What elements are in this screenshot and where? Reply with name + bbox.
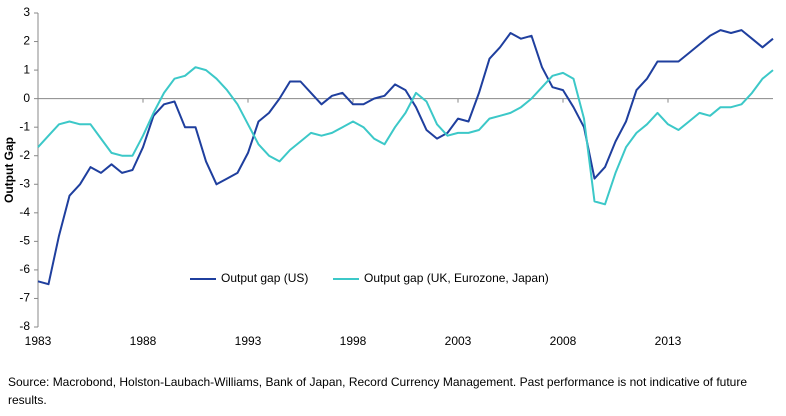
y-tick-label: -5 bbox=[19, 234, 30, 248]
x-tick-label: 2008 bbox=[550, 334, 577, 348]
chart: Output Gap -8 -7 -6 -5 -4 -3 -2 -1 0 1 2 3 1983 1988 1… bbox=[2, 5, 774, 348]
x-tick-label: 1983 bbox=[25, 334, 52, 348]
y-tick-label: -3 bbox=[19, 176, 30, 190]
x-tick-label: 1993 bbox=[235, 334, 262, 348]
y-tick-label: 3 bbox=[23, 5, 30, 19]
series-line bbox=[37, 66, 774, 206]
y-tick-label: -2 bbox=[19, 148, 30, 162]
x-tick-label: 2003 bbox=[445, 334, 472, 348]
source-note: Source: Macrobond, Holston-Laubach-Willi… bbox=[8, 375, 748, 407]
y-tick-label: -6 bbox=[19, 262, 30, 276]
x-tick-label: 2013 bbox=[655, 334, 682, 348]
x-tick-label: 1998 bbox=[340, 334, 367, 348]
y-tick-label: -7 bbox=[19, 291, 30, 305]
y-tick-label: 2 bbox=[23, 34, 30, 48]
legend-label: Output gap (US) bbox=[221, 271, 308, 285]
series-line bbox=[37, 29, 774, 286]
y-tick-label: 0 bbox=[23, 91, 30, 105]
legend-label: Output gap (UK, Eurozone, Japan) bbox=[364, 271, 549, 285]
y-tick-label: -1 bbox=[19, 119, 30, 133]
y-axis-label: Output Gap bbox=[2, 137, 16, 203]
y-tick-label: -4 bbox=[19, 205, 30, 219]
y-tick-label: -8 bbox=[19, 319, 30, 333]
y-tick-label: 1 bbox=[23, 62, 30, 76]
x-tick-label: 1988 bbox=[130, 334, 157, 348]
